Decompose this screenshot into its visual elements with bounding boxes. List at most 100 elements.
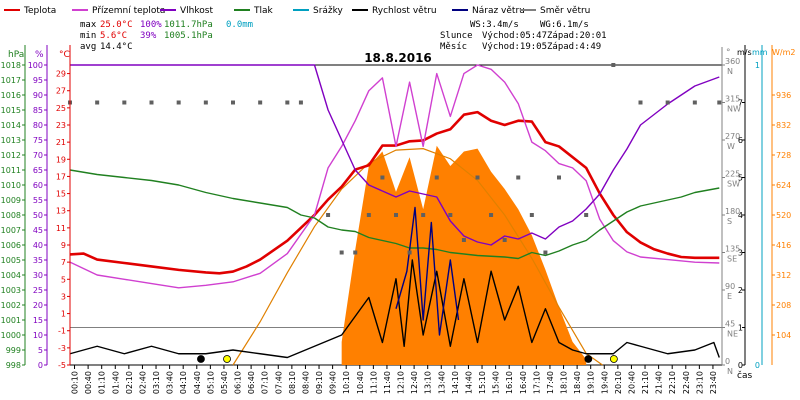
- x-tick-label: 09:10: [315, 371, 324, 394]
- temperature-tick-label: 19: [56, 155, 66, 164]
- wind-tick-label: 7: [738, 99, 743, 108]
- direction-point: [475, 175, 480, 180]
- direction-point: [516, 175, 521, 180]
- wind-tick-label: 2: [738, 286, 743, 295]
- legend-label: Náraz větru: [472, 6, 525, 16]
- temperature-tick-label: -1: [58, 327, 66, 336]
- x-tick-label: 20:40: [627, 371, 636, 394]
- x-tick-label: 11:40: [383, 371, 392, 394]
- pressure-tick-label: 1001: [1, 316, 21, 325]
- stats-min-hum: 39%: [140, 31, 157, 41]
- direction-point: [448, 213, 453, 217]
- solar-tick-label: 312: [776, 271, 791, 280]
- x-axis-ticks: 00:10 00:40 01:10 01:40 02:10 02:40 03:10 03:40…: [71, 365, 718, 394]
- humidity-tick-label: 0: [38, 361, 43, 370]
- temperature-tick-label: 29: [56, 70, 66, 79]
- direction-tick-label: 45: [725, 320, 735, 329]
- x-tick-label: 20:10: [614, 371, 623, 394]
- direction-point: [584, 213, 589, 217]
- direction-point: [638, 100, 643, 105]
- x-tick-label: 21:40: [655, 371, 664, 394]
- direction-unit-label: °: [726, 48, 731, 58]
- pressure-tick-label: 998: [6, 361, 21, 370]
- stats-ws: WS:3.4m/s: [470, 20, 519, 30]
- solar-tick-label: 728: [776, 151, 791, 160]
- humidity-tick-label: 20: [33, 301, 43, 310]
- solar-tick-label: 416: [776, 241, 791, 250]
- direction-point: [258, 100, 263, 105]
- wind-tick-label: 3: [738, 249, 743, 258]
- series-line: [69, 110, 720, 275]
- direction-point: [692, 100, 697, 105]
- direction-point: [434, 175, 439, 180]
- humidity-tick-label: 100: [28, 61, 43, 70]
- direction-point: [298, 100, 303, 105]
- direction-point: [717, 100, 722, 105]
- humidity-tick-label: 35: [33, 256, 43, 265]
- x-tick-label: 15:10: [478, 371, 487, 394]
- pressure-tick-label: 1012: [1, 151, 21, 160]
- compass-label: N: [727, 67, 733, 76]
- x-tick-label: 00:40: [84, 371, 93, 394]
- stats-moonrise: Východ:19:05: [482, 42, 547, 52]
- direction-point: [394, 213, 398, 217]
- stats-moonset: Západ:4:49: [547, 42, 601, 52]
- humidity-unit-label: %: [35, 50, 44, 60]
- temperature-tick-label: 17: [56, 172, 66, 181]
- rain-tick-label: 1: [755, 61, 760, 70]
- wind-tick-label: 1: [738, 324, 743, 333]
- wind-unit-label: m/s: [737, 48, 752, 57]
- humidity-tick-label: 45: [33, 226, 43, 235]
- solar-layer: [232, 145, 603, 366]
- wind-tick-label: 5: [738, 174, 743, 183]
- wind-tick-label: 4: [738, 211, 743, 220]
- x-tick-label: 17:10: [532, 371, 541, 394]
- solar-tick-label: 936: [776, 91, 791, 100]
- x-tick-label: 03:40: [166, 371, 175, 394]
- humidity-tick-label: 75: [33, 136, 43, 145]
- humidity-tick-label: 95: [33, 76, 43, 85]
- humidity-tick-label: 70: [33, 151, 43, 160]
- x-tick-label: 15:40: [492, 371, 501, 394]
- sunset-marker: [609, 355, 618, 363]
- pressure-tick-label: 1011: [1, 166, 21, 175]
- temperature-tick-label: 27: [56, 87, 66, 96]
- x-tick-label: 23:10: [695, 371, 704, 394]
- compass-label: E: [727, 292, 732, 301]
- x-tick-label: 16:40: [519, 371, 528, 394]
- legend-label: Směr větru: [540, 6, 590, 16]
- direction-point: [366, 213, 371, 217]
- temperature-tick-label: 5: [61, 275, 66, 284]
- pressure-tick-label: 1006: [1, 241, 21, 250]
- series-line: [69, 169, 720, 260]
- wind-tick-label: 0: [738, 361, 743, 370]
- pressure-tick-label: 1002: [1, 301, 21, 310]
- stats-max-rain: 0.0mm: [226, 20, 253, 30]
- x-tick-label: 12:40: [410, 371, 419, 394]
- humidity-tick-label: 50: [33, 211, 43, 220]
- x-tick-label: 05:10: [206, 371, 215, 394]
- chart-title: 18.8.2016: [364, 51, 432, 65]
- stats-min-label: min: [80, 31, 96, 41]
- direction-point: [149, 100, 154, 105]
- x-tick-label: 05:40: [220, 371, 229, 394]
- stats-avg-label: avg: [80, 42, 96, 52]
- series-line: [69, 259, 720, 359]
- stats-sun-label: Slunce: [440, 31, 473, 41]
- compass-label: NE: [727, 330, 738, 339]
- temperature-tick-label: -3: [58, 344, 66, 353]
- direction-tick-label: 90: [725, 282, 735, 291]
- compass-label: S: [727, 217, 732, 226]
- x-tick-label: 22:40: [682, 371, 691, 394]
- x-tick-label: 10:10: [342, 371, 351, 394]
- wind-direction-points: [68, 63, 722, 255]
- direction-tick-label: 315: [725, 95, 740, 104]
- pressure-tick-label: 1007: [1, 226, 21, 235]
- x-tick-label: 09:40: [329, 371, 338, 394]
- x-tick-label: 04:40: [193, 371, 202, 394]
- x-tick-label: 10:40: [356, 371, 365, 394]
- pressure-tick-label: 999: [6, 346, 21, 355]
- compass-label: SE: [727, 255, 737, 264]
- stats-min-press: 1005.1hPa: [164, 31, 213, 41]
- x-tick-label: 14:40: [464, 371, 473, 394]
